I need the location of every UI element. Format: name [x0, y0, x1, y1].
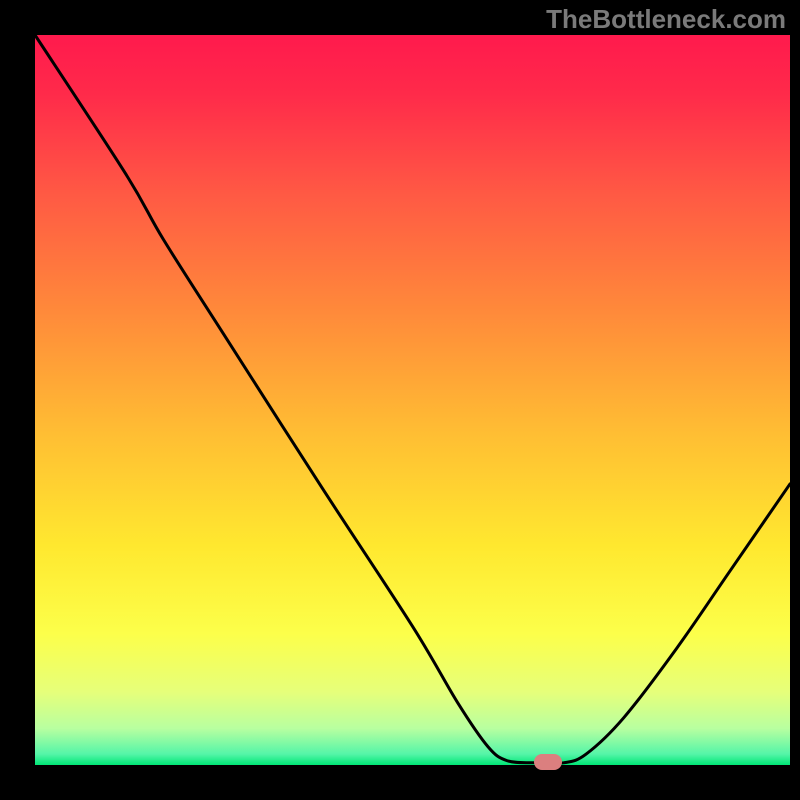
bottleneck-curve [35, 35, 790, 765]
chart-root: { "image_size": { "w": 800, "h": 800 }, … [0, 0, 800, 800]
optimal-marker-pill [534, 754, 562, 770]
watermark-text: TheBottleneck.com [546, 4, 786, 35]
curve-path [35, 35, 790, 764]
plot-area [35, 35, 790, 765]
